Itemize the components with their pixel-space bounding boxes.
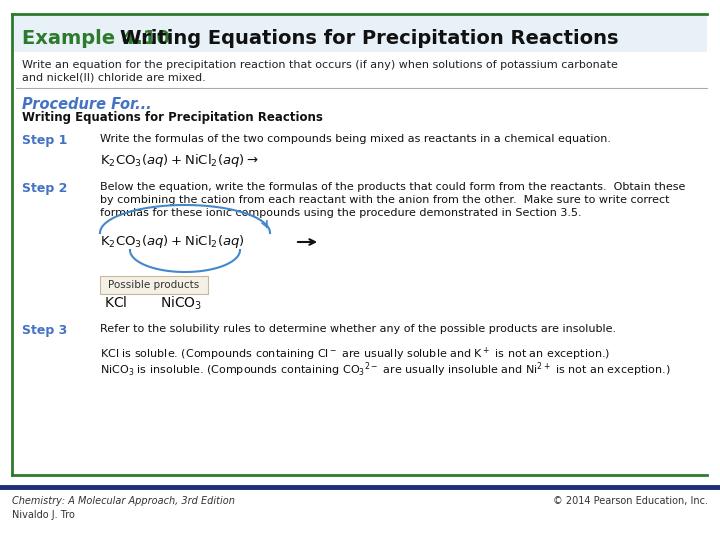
Text: and nickel(II) chloride are mixed.: and nickel(II) chloride are mixed.: [22, 73, 206, 83]
Text: $\mathrm{K_2CO_3}(\mathit{aq}) + \mathrm{NiCl_2}(\mathit{aq}) \rightarrow$: $\mathrm{K_2CO_3}(\mathit{aq}) + \mathrm…: [100, 152, 259, 169]
Text: $\mathrm{NiCO_3}$ is insoluble. (Compounds containing $\mathrm{CO_3}^{2-}$ are u: $\mathrm{NiCO_3}$ is insoluble. (Compoun…: [100, 360, 670, 379]
Text: Step 2: Step 2: [22, 182, 68, 195]
Text: Example 4.10: Example 4.10: [22, 29, 170, 48]
Text: Write the formulas of the two compounds being mixed as reactants in a chemical e: Write the formulas of the two compounds …: [100, 134, 611, 144]
Text: by combining the cation from each reactant with the anion from the other.  Make : by combining the cation from each reacta…: [100, 195, 670, 205]
Text: $\mathrm{K_2CO_3}(\mathit{aq}) + \mathrm{NiCl_2}(\mathit{aq})$: $\mathrm{K_2CO_3}(\mathit{aq}) + \mathrm…: [100, 233, 245, 250]
Text: Write an equation for the precipitation reaction that occurs (if any) when solut: Write an equation for the precipitation …: [22, 60, 618, 70]
Text: Writing Equations for Precipitation Reactions: Writing Equations for Precipitation Reac…: [22, 111, 323, 124]
Text: Below the equation, write the formulas of the products that could form from the : Below the equation, write the formulas o…: [100, 182, 685, 192]
Text: © 2014 Pearson Education, Inc.: © 2014 Pearson Education, Inc.: [553, 496, 708, 506]
Text: $\mathrm{NiCO_3}$: $\mathrm{NiCO_3}$: [160, 295, 202, 313]
Text: Writing Equations for Precipitation Reactions: Writing Equations for Precipitation Reac…: [120, 29, 618, 48]
Text: Chemistry: A Molecular Approach, 3rd Edition: Chemistry: A Molecular Approach, 3rd Edi…: [12, 496, 235, 506]
Text: $\mathrm{KCl}$ is soluble. (Compounds containing $\mathrm{Cl}^-$ are usually sol: $\mathrm{KCl}$ is soluble. (Compounds co…: [100, 346, 610, 363]
Text: $\mathrm{KCl}$: $\mathrm{KCl}$: [104, 295, 127, 310]
Text: Nivaldo J. Tro: Nivaldo J. Tro: [12, 510, 75, 520]
Text: formulas for these ionic compounds using the procedure demonstrated in Section 3: formulas for these ionic compounds using…: [100, 208, 582, 218]
Text: Step 1: Step 1: [22, 134, 68, 147]
Text: Refer to the solubility rules to determine whether any of the possible products : Refer to the solubility rules to determi…: [100, 324, 616, 334]
Bar: [12, 14, 707, 52]
Text: Step 3: Step 3: [22, 324, 67, 337]
Text: Possible products: Possible products: [109, 280, 199, 290]
Text: Procedure For...: Procedure For...: [22, 97, 152, 112]
FancyBboxPatch shape: [100, 276, 208, 294]
